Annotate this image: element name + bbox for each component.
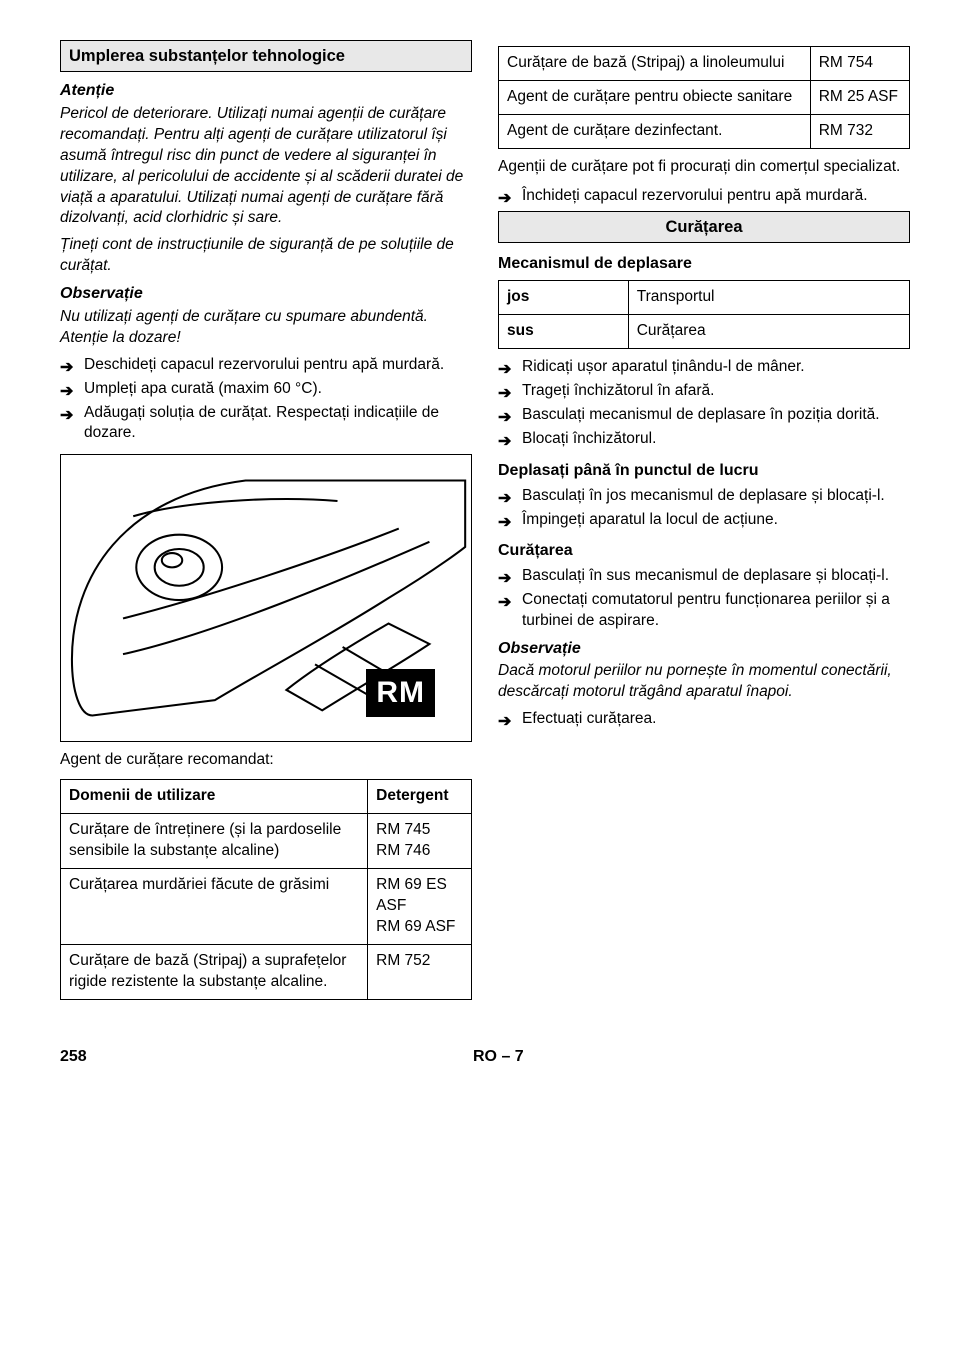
table-cell: Curățare de bază (Stripaj) a suprafețelo… xyxy=(61,944,368,999)
list-item-text: Împingeți aparatul la locul de acțiune. xyxy=(522,511,778,528)
list-item: ➔ Trageți închizătorul în afară. xyxy=(498,381,910,402)
figure-caption: Agent de curățare recomandat: xyxy=(60,750,472,771)
table-cell: Agent de curățare dezinfectant. xyxy=(499,114,811,148)
arrow-icon: ➔ xyxy=(498,431,511,453)
list-item-text: Basculați în sus mecanismul de deplasare… xyxy=(522,567,889,584)
table-row: Agent de curățare dezinfectant. RM 732 xyxy=(499,114,910,148)
table-cell: RM 25 ASF xyxy=(810,80,909,114)
arrow-icon: ➔ xyxy=(60,381,73,403)
table-row: jos Transportul xyxy=(499,281,910,315)
curatarea-subheading: Curățarea xyxy=(498,540,910,562)
list-item-text: Basculați în jos mecanismul de deplasare… xyxy=(522,487,885,504)
observatie-heading: Observație xyxy=(60,283,472,305)
table-cell: RM 69 ES ASF RM 69 ASF xyxy=(368,869,472,945)
right-bullet-list-d: ➔ Basculați în sus mecanismul de deplasar… xyxy=(498,566,910,632)
observatie-2-text: Dacă motorul periilor nu pornește în mom… xyxy=(498,661,910,703)
list-item-text: Adăugați soluția de curățat. Respectați … xyxy=(84,404,439,442)
list-item-text: Umpleți apa curată (maxim 60 °C). xyxy=(84,380,322,397)
table-row: Curățare de bază (Stripaj) a suprafețelo… xyxy=(61,944,472,999)
list-item-text: Conectați comutatorul pentru funcționare… xyxy=(522,591,890,629)
right-bullet-list-e: ➔ Efectuați curățarea. xyxy=(498,709,910,730)
list-item: ➔ Basculați în jos mecanismul de deplasar… xyxy=(498,486,910,507)
list-item: ➔ Împingeți aparatul la locul de acțiune. xyxy=(498,510,910,531)
table-row: Curățare de întreținere (și la pardoseli… xyxy=(61,814,472,869)
table-cell: Transportul xyxy=(628,281,909,315)
detergent-table-2: Curățare de bază (Stripaj) a linoleumulu… xyxy=(498,46,910,149)
list-item: ➔ Blocați închizătorul. xyxy=(498,429,910,450)
list-item: ➔ Ridicați ușor aparatul ținându-l de mân… xyxy=(498,357,910,378)
list-item-text: Blocați închizătorul. xyxy=(522,430,656,447)
list-item: ➔ Efectuați curățarea. xyxy=(498,709,910,730)
table-cell: Curățare de bază (Stripaj) a linoleumulu… xyxy=(499,47,811,81)
table-cell: Curățarea murdăriei făcute de grăsimi xyxy=(61,869,368,945)
arrow-icon: ➔ xyxy=(498,188,511,210)
list-item-text: Ridicați ușor aparatul ținându-l de mâne… xyxy=(522,358,805,375)
list-item-text: Închideți capacul rezervorului pentru ap… xyxy=(522,187,868,204)
page-number-left: 258 xyxy=(60,1046,87,1068)
list-item: ➔ Basculați în sus mecanismul de deplasar… xyxy=(498,566,910,587)
table-row: Domenii de utilizare Detergent xyxy=(61,780,472,814)
arrow-icon: ➔ xyxy=(498,359,511,381)
arrow-icon: ➔ xyxy=(498,568,511,590)
atentie-text-2: Țineți cont de instrucțiunile de siguran… xyxy=(60,235,472,277)
detergent-table-1: Domenii de utilizare Detergent Curățare … xyxy=(60,779,472,999)
table-cell: Curățare de întreținere (și la pardoseli… xyxy=(61,814,368,869)
atentie-heading: Atenție xyxy=(60,80,472,102)
list-item-text: Basculați mecanismul de deplasare în poz… xyxy=(522,406,880,423)
section-title-left: Umplerea substanțelor tehnologice xyxy=(60,40,472,72)
table-header: Domenii de utilizare xyxy=(61,780,368,814)
observatie-2-heading: Observație xyxy=(498,638,910,660)
table-row: Agent de curățare pentru obiecte sanitar… xyxy=(499,80,910,114)
right-bullet-list-1: ➔ Închideți capacul rezervorului pentru a… xyxy=(498,186,910,207)
list-item: ➔ Conectați comutatorul pentru funcționar… xyxy=(498,590,910,632)
arrow-icon: ➔ xyxy=(498,711,511,733)
table-row: Curățare de bază (Stripaj) a linoleumulu… xyxy=(499,47,910,81)
list-item: ➔ Închideți capacul rezervorului pentru a… xyxy=(498,186,910,207)
device-illustration: RM xyxy=(60,454,472,742)
page-footer: 258 RO – 7 xyxy=(60,1046,910,1068)
table-row: sus Curățarea xyxy=(499,315,910,349)
arrow-icon: ➔ xyxy=(498,383,511,405)
table-cell: RM 732 xyxy=(810,114,909,148)
table-cell: RM 754 xyxy=(810,47,909,81)
section-title-right: Curățarea xyxy=(498,211,910,243)
arrow-icon: ➔ xyxy=(60,405,73,427)
list-item: ➔ Basculați mecanismul de deplasare în po… xyxy=(498,405,910,426)
arrow-icon: ➔ xyxy=(498,512,511,534)
arrow-icon: ➔ xyxy=(498,407,511,429)
atentie-text-1: Pericol de deteriorare. Utilizați numai … xyxy=(60,104,472,230)
table-cell: jos xyxy=(499,281,629,315)
mecanism-heading: Mecanismul de deplasare xyxy=(498,253,910,275)
table-cell: Curățarea xyxy=(628,315,909,349)
right-bullet-list-c: ➔ Basculați în jos mecanismul de deplasar… xyxy=(498,486,910,531)
arrow-icon: ➔ xyxy=(498,488,511,510)
table-row: Curățarea murdăriei făcute de grăsimi RM… xyxy=(61,869,472,945)
list-item-text: Efectuați curățarea. xyxy=(522,710,656,727)
deplasati-heading: Deplasați până în punctul de lucru xyxy=(498,460,910,482)
list-item-text: Deschideți capacul rezervorului pentru a… xyxy=(84,356,444,373)
table-cell: RM 752 xyxy=(368,944,472,999)
table-cell: Agent de curățare pentru obiecte sanitar… xyxy=(499,80,811,114)
table-cell: RM 745 RM 746 xyxy=(368,814,472,869)
list-item: ➔ Umpleți apa curată (maxim 60 °C). xyxy=(60,379,472,400)
arrow-icon: ➔ xyxy=(60,357,73,379)
mode-table: jos Transportul sus Curățarea xyxy=(498,280,910,349)
after-table-note: Agenții de curățare pot fi procurați din… xyxy=(498,157,910,178)
list-item-text: Trageți închizătorul în afară. xyxy=(522,382,714,399)
rm-badge: RM xyxy=(366,669,435,718)
table-cell: sus xyxy=(499,315,629,349)
list-item: ➔ Deschideți capacul rezervorului pentru … xyxy=(60,355,472,376)
table-header: Detergent xyxy=(368,780,472,814)
list-item: ➔ Adăugați soluția de curățat. Respectați… xyxy=(60,403,472,445)
arrow-icon: ➔ xyxy=(498,592,511,614)
left-bullet-list: ➔ Deschideți capacul rezervorului pentru … xyxy=(60,355,472,445)
observatie-text: Nu utilizați agenți de curățare cu spuma… xyxy=(60,307,472,349)
page-number-center: RO – 7 xyxy=(87,1046,910,1068)
right-bullet-list-b: ➔ Ridicați ușor aparatul ținându-l de mân… xyxy=(498,357,910,450)
